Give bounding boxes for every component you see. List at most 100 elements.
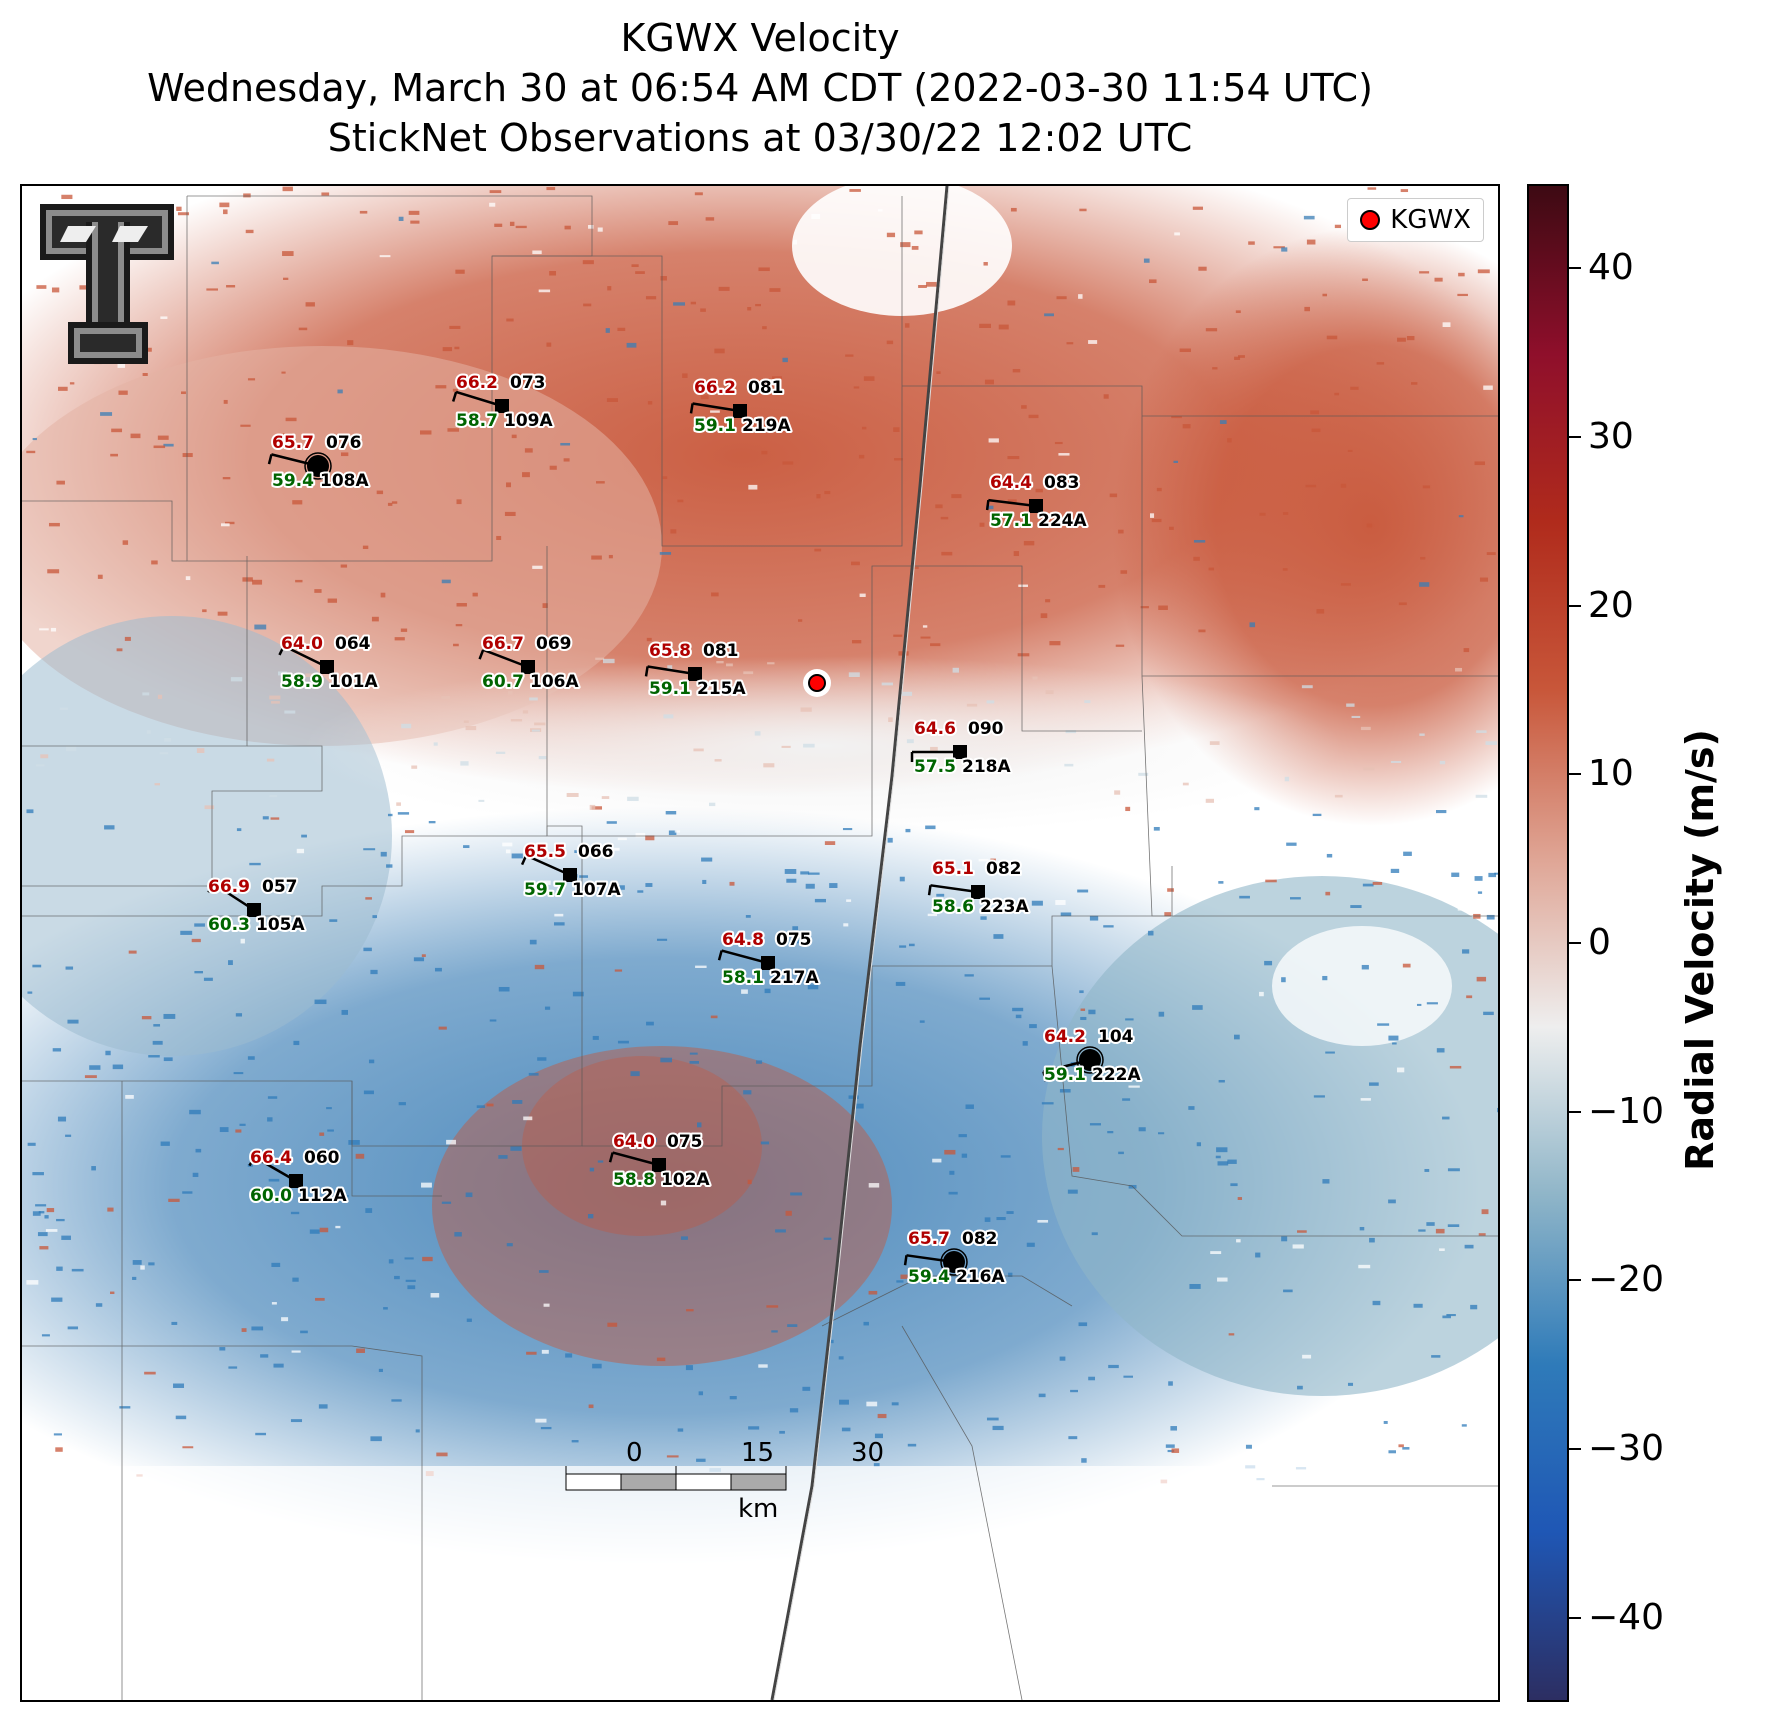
station-model[interactable]: 64.4 083 57.1 224A	[985, 471, 1089, 533]
scale-label-30: 30	[851, 1438, 885, 1468]
station-temperature: 66.4	[250, 1148, 292, 1168]
station-dewpoint: 58.9	[281, 672, 323, 692]
station-dewpoint: 59.1	[649, 679, 691, 699]
station-model[interactable]: 65.5 066 59.7 107A	[520, 840, 623, 902]
wind-barb	[647, 665, 696, 676]
station-square-marker	[953, 745, 967, 759]
wind-barb	[988, 498, 1037, 508]
wind-barb-flag	[689, 403, 694, 414]
wind-barb	[482, 648, 529, 669]
station-temperature: 65.1	[932, 859, 974, 879]
station-id: 106A	[530, 672, 579, 692]
wind-barb-flag	[644, 666, 649, 677]
station-model[interactable]: 66.2 081 59.1 219A	[689, 376, 793, 438]
station-id: 101A	[329, 672, 378, 692]
radar-dot-icon	[1360, 210, 1381, 230]
station-id: 105A	[256, 915, 305, 935]
station-dewpoint: 58.7	[456, 411, 498, 431]
wind-barb-flag	[248, 1156, 256, 1167]
colorbar-tick	[1569, 773, 1581, 776]
station-model[interactable]: 65.1 082 58.6 223A	[927, 857, 1031, 919]
scale-bar	[565, 1466, 787, 1491]
station-dewpoint: 59.7	[524, 880, 566, 900]
station-model[interactable]: 64.2 104 59.1 222A	[1042, 1025, 1143, 1087]
wind-barb	[612, 1151, 660, 1167]
station-dewpoint: 59.4	[272, 471, 314, 491]
station-wind-direction: 066	[578, 842, 614, 862]
radar-map[interactable]: 66.2 073 58.7 109A 66.2 081 59.1 219A 65.7 076 59.…	[20, 184, 1500, 1702]
station-wind-direction: 069	[536, 634, 572, 654]
colorbar-tick-label: 10	[1588, 753, 1634, 795]
legend: KGWX	[1347, 198, 1484, 242]
station-wind-direction: 064	[335, 634, 371, 654]
station-dewpoint: 58.6	[932, 897, 974, 917]
legend-label: KGWX	[1390, 205, 1471, 235]
station-square-marker	[733, 404, 747, 418]
station-dewpoint: 58.8	[613, 1170, 655, 1190]
state-line	[770, 186, 950, 1700]
station-temperature: 66.7	[482, 634, 524, 654]
station-square-marker	[289, 1174, 303, 1188]
station-model[interactable]: 65.8 081 59.1 215A	[644, 639, 748, 701]
station-circle-ring	[940, 1248, 968, 1276]
title-line-3: StickNet Observations at 03/30/22 12:02 …	[327, 116, 1193, 160]
station-temperature: 65.7	[272, 433, 314, 453]
station-model[interactable]: 66.9 057 60.3 105A	[206, 875, 307, 937]
wind-barb	[721, 949, 769, 965]
scale-label-15: 15	[741, 1438, 775, 1468]
station-model[interactable]: 65.7 076 59.4 108A	[267, 431, 371, 493]
colorbar-tick	[1569, 604, 1581, 607]
station-circle-ring	[304, 452, 332, 480]
station-dewpoint: 58.1	[722, 968, 764, 988]
station-temperature: 66.2	[694, 378, 736, 398]
station-temperature: 64.2	[1044, 1027, 1086, 1047]
station-id: 224A	[1038, 511, 1087, 531]
wind-barb-flag	[903, 1255, 908, 1266]
station-temperature: 65.8	[649, 641, 691, 661]
station-model[interactable]: 66.2 073 58.7 109A	[451, 371, 555, 433]
station-model[interactable]: 64.8 075 58.1 217A	[717, 928, 821, 990]
wind-barb-flag	[278, 645, 285, 656]
scale-label-0: 0	[626, 1438, 643, 1468]
station-id: 112A	[298, 1186, 347, 1206]
wind-barb-flag	[520, 854, 528, 866]
station-dewpoint: 60.7	[482, 672, 524, 692]
station-model[interactable]: 64.0 075 58.8 102A	[608, 1130, 712, 1192]
colorbar-tick-label: 0	[1588, 922, 1611, 963]
wind-barb	[930, 884, 979, 894]
station-model[interactable]: 64.0 064 58.9 101A	[278, 632, 380, 694]
station-model[interactable]: 66.4 060 60.0 112A	[248, 1146, 349, 1208]
station-id: 102A	[661, 1170, 710, 1190]
station-square-marker	[971, 885, 985, 899]
station-model[interactable]: 65.7 082 59.4 216A	[903, 1227, 1007, 1289]
station-square-marker	[247, 903, 261, 917]
station-dewpoint: 60.0	[250, 1186, 292, 1206]
station-square-marker	[521, 660, 535, 674]
colorbar-tick-label: −20	[1588, 1259, 1664, 1301]
station-square-marker	[761, 956, 775, 970]
colorbar-tick-label: 20	[1588, 584, 1634, 626]
station-model[interactable]: 66.7 069 60.7 106A	[478, 632, 581, 694]
station-dewpoint: 59.1	[1044, 1065, 1086, 1085]
wind-barb	[283, 644, 328, 669]
wind-barb-flag	[267, 454, 273, 465]
title-line-1: KGWX Velocity	[620, 16, 900, 60]
wind-barb-flag	[927, 885, 932, 896]
kgwx-radar-marker[interactable]	[803, 669, 831, 697]
station-circle-marker	[943, 1251, 965, 1273]
wind-barb-flag	[608, 1152, 614, 1163]
colorbar-tick	[1569, 436, 1581, 438]
station-wind-direction: 057	[262, 877, 298, 897]
wind-barb	[525, 854, 571, 877]
station-id: 219A	[742, 416, 791, 436]
station-id: 222A	[1092, 1065, 1141, 1085]
station-wind-direction: 104	[1098, 1027, 1134, 1047]
station-wind-direction: 060	[304, 1148, 340, 1168]
station-model[interactable]: 64.6 090 57.5 218A	[910, 717, 1013, 779]
station-temperature: 65.7	[908, 1229, 950, 1249]
station-temperature: 64.8	[722, 930, 764, 950]
station-circle-ring	[1076, 1046, 1104, 1074]
velocity-field	[22, 186, 1498, 1700]
station-wind-direction: 075	[667, 1132, 703, 1152]
station-wind-direction: 081	[748, 378, 784, 398]
